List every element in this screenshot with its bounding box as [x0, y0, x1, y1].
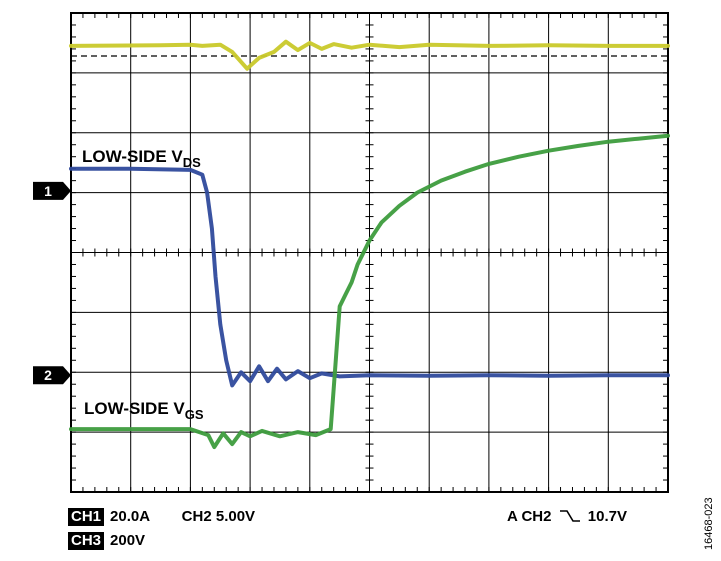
channel-marker-2: 2	[33, 366, 71, 385]
figure-id: 16468-023	[703, 470, 717, 550]
vds-label-main: LOW-SIDE V	[82, 147, 183, 166]
graticule	[70, 12, 669, 493]
footer-row-1: CH1 20.0A CH2 5.00V	[68, 508, 255, 526]
falling-edge-icon	[559, 510, 580, 522]
ch3-badge: CH3	[68, 532, 105, 550]
vds-label-sub: DS	[183, 155, 201, 170]
trace-3	[69, 133, 670, 450]
channel-marker-label: 2	[44, 367, 52, 383]
figure-id-text: 16468-023	[703, 497, 715, 550]
channel-markers: 12	[33, 181, 71, 385]
channel-marker-shape	[33, 366, 71, 385]
channel-marker-label: 1	[44, 183, 52, 199]
trigger-readout: A CH2 10.7V	[507, 508, 627, 525]
trigger-value: 10.7V	[587, 508, 627, 525]
vds-label: LOW-SIDE VDS	[82, 147, 201, 170]
trigger-prefix: A CH2	[507, 508, 552, 525]
channel-marker-shape	[33, 181, 71, 200]
channel-marker-1: 1	[33, 181, 71, 200]
trace-2	[69, 166, 670, 388]
vgs-label: LOW-SIDE VGS	[84, 399, 204, 422]
waveform-traces	[69, 39, 670, 450]
ch3-value: 200V	[110, 532, 146, 549]
vgs-label-sub: GS	[185, 407, 204, 422]
vgs-label-main: LOW-SIDE V	[84, 399, 185, 418]
ch1-badge: CH1	[68, 508, 105, 526]
ch1-value: 20.0A	[110, 508, 150, 525]
trace-1	[69, 39, 670, 71]
ch2-setting: CH2 5.00V	[181, 508, 256, 525]
footer-row-2: CH3 200V	[68, 532, 145, 550]
